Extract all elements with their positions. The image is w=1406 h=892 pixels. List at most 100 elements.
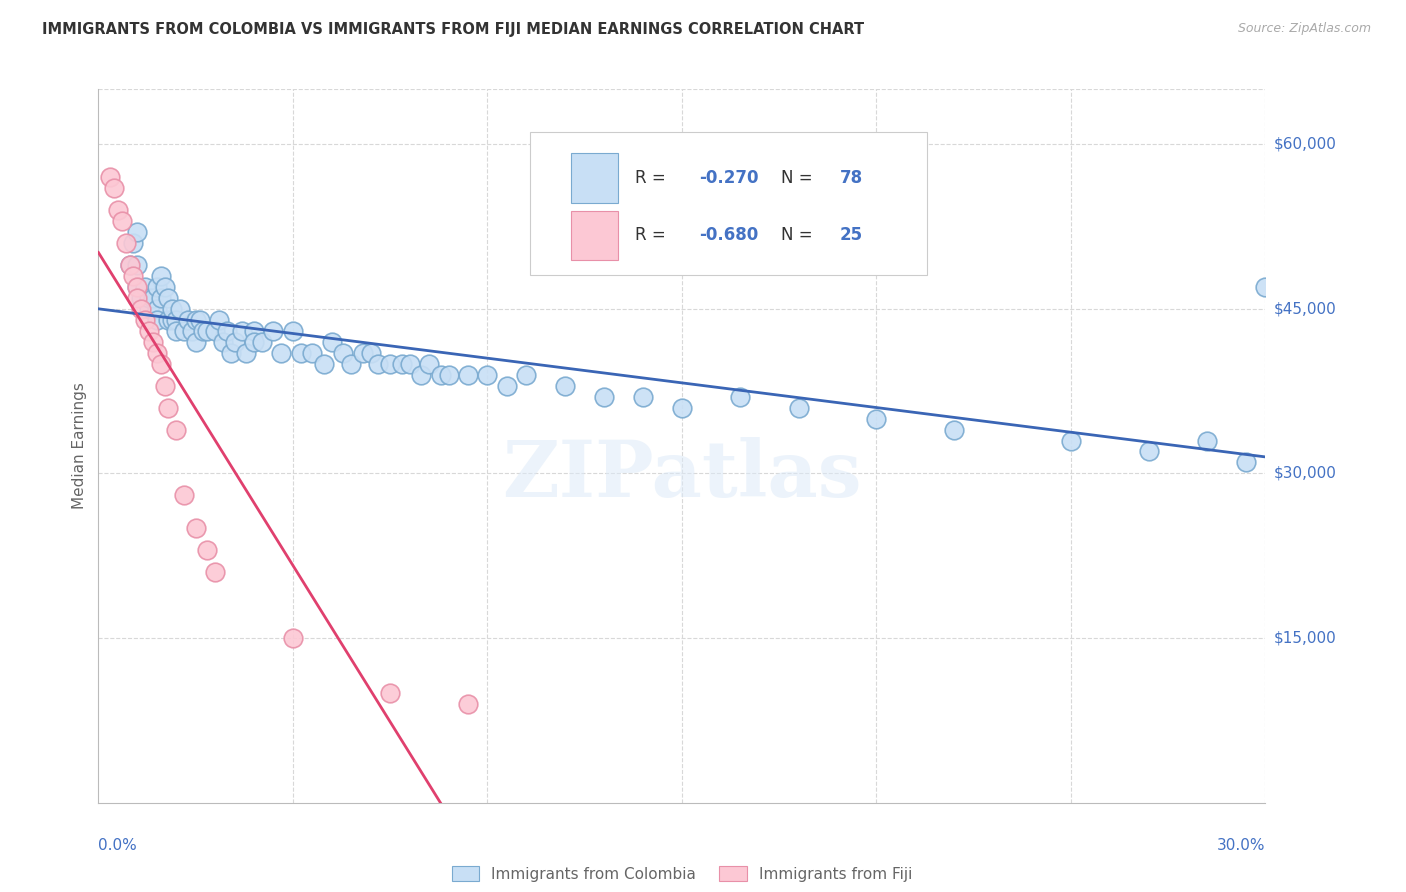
Point [224,334,246,349]
Point [127,258,149,272]
Point [332,345,354,359]
Point [188,312,211,326]
Point [169,301,191,316]
Point [165,312,187,326]
Text: -0.680: -0.680 [699,227,759,244]
Text: $60,000: $60,000 [1274,136,1337,152]
Point [411,368,433,382]
Point [184,521,207,535]
Point [429,368,451,382]
Point [340,357,363,371]
Point [321,334,343,349]
Point [243,324,266,338]
Bar [571,153,617,202]
Point [195,324,218,338]
Point [215,324,238,338]
Point [231,324,253,338]
Point [173,488,195,502]
Point [180,324,202,338]
Point [290,345,312,359]
Point [631,390,654,404]
Text: 25: 25 [839,227,862,244]
Text: 30.0%: 30.0% [1218,838,1265,854]
Point [301,345,323,359]
Point [1137,444,1160,458]
Y-axis label: Median Earnings: Median Earnings [72,383,87,509]
Point [1254,280,1277,294]
Point [127,225,149,239]
Point [1195,434,1218,448]
Text: $15,000: $15,000 [1274,631,1337,646]
Point [122,235,145,250]
Point [98,169,121,184]
Point [162,301,184,316]
Point [312,357,335,371]
Point [787,401,810,415]
Point [235,345,257,359]
Point [114,235,136,250]
Point [157,401,180,415]
Point [204,324,226,338]
Point [184,334,207,349]
Text: $45,000: $45,000 [1274,301,1337,317]
Point [138,291,160,305]
Point [149,357,172,371]
Point [437,368,460,382]
Point [515,368,537,382]
Point [195,543,218,558]
Point [250,334,273,349]
Point [418,357,440,371]
Point [127,280,149,294]
Point [157,291,180,305]
Point [281,631,304,645]
Point [367,357,389,371]
Point [495,378,517,392]
Legend: Immigrants from Colombia, Immigrants from Fiji: Immigrants from Colombia, Immigrants fro… [446,860,918,888]
Point [153,280,176,294]
Point [281,324,304,338]
Point [165,324,187,338]
Point [165,423,187,437]
Text: N =: N = [782,227,818,244]
Point [111,214,134,228]
Bar [571,211,617,260]
Point [457,697,479,711]
Point [671,401,693,415]
Point [142,334,165,349]
Text: Source: ZipAtlas.com: Source: ZipAtlas.com [1237,22,1371,36]
Point [118,258,141,272]
Point [1234,455,1257,469]
Point [142,291,165,305]
Point [1060,434,1083,448]
Point [352,345,374,359]
Point [193,324,215,338]
Point [162,312,184,326]
Point [208,312,231,326]
Point [103,181,125,195]
Point [219,345,242,359]
Point [129,291,152,305]
Text: 0.0%: 0.0% [98,838,138,854]
Point [107,202,129,217]
Point [157,312,180,326]
Text: $30,000: $30,000 [1274,466,1337,481]
Point [127,280,149,294]
Point [149,291,172,305]
Point [146,280,169,294]
Point [593,390,616,404]
Text: R =: R = [636,227,671,244]
Point [378,686,402,700]
Point [146,345,169,359]
Text: N =: N = [782,169,818,186]
Point [122,268,145,283]
Point [262,324,284,338]
Point [865,411,887,425]
Point [398,357,420,371]
Point [138,324,160,338]
Point [212,334,235,349]
Point [146,312,169,326]
Point [730,390,752,404]
Point [134,312,156,326]
Point [360,345,382,359]
Point [177,312,200,326]
